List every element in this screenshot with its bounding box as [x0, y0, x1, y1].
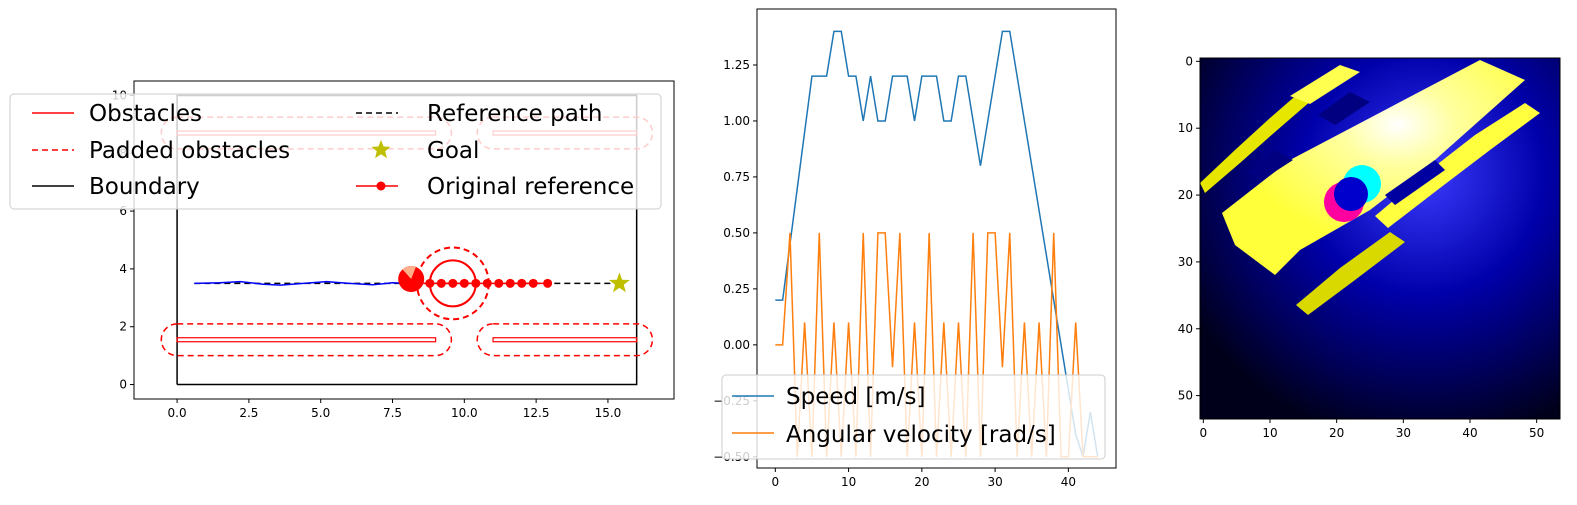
control-xtick-label: 10 [841, 475, 856, 489]
image-ytick-label: 10 [1178, 121, 1193, 135]
control-xtick-label: 20 [914, 475, 929, 489]
original-reference-point [494, 278, 504, 288]
legend-label-speed: Speed [m/s] [786, 384, 926, 410]
legend-label-reference-path: Reference path [427, 101, 602, 127]
image-xtick-label: 30 [1396, 426, 1411, 440]
control-xtick-label: 0 [771, 475, 779, 489]
legend-entry-goal: Goal [371, 138, 479, 164]
image-occupancy-bands [1200, 60, 1540, 315]
legend-entry-angular-velocity: Angular velocity [rad/s] [732, 422, 1056, 448]
goal-star-icon [371, 140, 391, 159]
image-ytick-label: 30 [1178, 255, 1193, 269]
image-robot-blobs [1324, 165, 1381, 222]
map-xtick-label: 0.0 [168, 406, 187, 420]
map-ytick-label: 6 [119, 204, 127, 218]
legend-label-original-reference: Original reference [427, 174, 634, 200]
map-ytick-label: 0 [119, 378, 127, 392]
image-ytick-label: 0 [1185, 54, 1193, 68]
legend-entry-padded-obstacles: Padded obstacles [32, 138, 290, 164]
image-ytick-label: 40 [1178, 322, 1193, 336]
map-xtick-label: 5.0 [311, 406, 330, 420]
control-ytick-label: 0.75 [723, 170, 750, 184]
image-xtick-label: 10 [1262, 426, 1277, 440]
image-ticks: 0 10 20 30 40 50 0 10 20 30 40 50 [1178, 54, 1545, 440]
map-ytick-label: 2 [119, 320, 127, 334]
control-ytick-label: 0.50 [723, 226, 750, 240]
original-reference-point [482, 278, 492, 288]
image-axes-frame [1199, 57, 1561, 420]
image-panel: 0 10 20 30 40 50 0 10 20 30 40 50 [1178, 54, 1561, 440]
control-ytick-label: 1.00 [723, 114, 750, 128]
original-reference-point [505, 278, 515, 288]
control-ytick-label: 0.00 [723, 338, 750, 352]
padded-obstacle [160, 323, 453, 357]
original-reference-point [543, 278, 553, 288]
control-xtick-label: 30 [987, 475, 1002, 489]
original-reference-point [459, 278, 469, 288]
legend-label-goal: Goal [427, 138, 479, 164]
control-ytick-label: 0.25 [723, 282, 750, 296]
image-ytick-label: 50 [1178, 389, 1193, 403]
original-reference-point [517, 278, 527, 288]
dynamic-obstacle [428, 259, 477, 308]
control-xtick-label: 40 [1061, 475, 1076, 489]
legend-label-angular-velocity: Angular velocity [rad/s] [786, 422, 1056, 448]
map-legend: Obstacles Padded obstacles Boundary Refe… [9, 93, 662, 210]
map-xtick-label: 7.5 [383, 406, 402, 420]
legend-entry-obstacles: Obstacles [32, 101, 202, 127]
goal-marker [609, 272, 630, 293]
original-reference-point [528, 278, 538, 288]
legend-label-boundary: Boundary [89, 174, 200, 200]
legend-label-obstacles: Obstacles [89, 101, 202, 127]
map-xtick-label: 12.5 [523, 406, 550, 420]
speed-series-line [775, 30, 1099, 458]
map-ytick-label: 4 [119, 262, 127, 276]
image-xtick-label: 40 [1462, 426, 1477, 440]
map-xtick-label: 15.0 [595, 406, 622, 420]
map-xtick-label: 10.0 [451, 406, 478, 420]
image-xtick-label: 50 [1529, 426, 1544, 440]
legend-entry-reference-path: Reference path [356, 101, 602, 127]
image-ytick-label: 20 [1178, 188, 1193, 202]
obstacle [492, 337, 638, 343]
original-reference-point [436, 278, 446, 288]
padded-obstacle [476, 323, 654, 357]
legend-entry-speed: Speed [m/s] [732, 384, 926, 410]
robot-heading [402, 266, 416, 280]
map-xtick-label: 2.5 [239, 406, 258, 420]
image-xtick-label: 0 [1200, 426, 1208, 440]
trajectory-line [194, 280, 407, 286]
obstacle [176, 337, 437, 343]
control-ytick-label: 1.25 [723, 58, 750, 72]
image-xtick-label: 20 [1329, 426, 1344, 440]
legend-entry-original-reference: Original reference [356, 174, 634, 200]
control-legend: Speed [m/s] Angular velocity [rad/s] [721, 374, 1106, 460]
legend-entry-boundary: Boundary [32, 174, 200, 200]
legend-label-padded-obstacles: Padded obstacles [89, 138, 290, 164]
original-reference-point [448, 278, 458, 288]
